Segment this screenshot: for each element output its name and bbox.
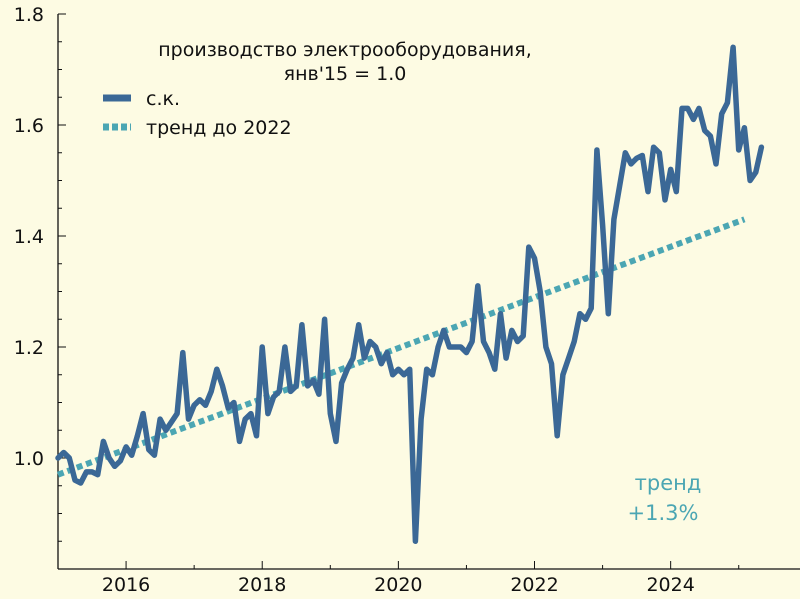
- y-tick-label: 1.0: [14, 448, 44, 470]
- x-tick-label: 2018: [238, 574, 286, 596]
- y-tick-labels: 1.0 1.2 1.4 1.6 1.8: [14, 4, 44, 470]
- chart-title-line1: производство электрооборудования,: [158, 39, 532, 61]
- trend-annotation-line1: тренд: [635, 471, 702, 495]
- series-trend-line: [56, 216, 746, 478]
- chart-title: производство электрооборудования, янв'15…: [158, 39, 532, 85]
- tick-marks: [57, 13, 740, 570]
- x-tick-labels: 2016 2018 2020 2022 2024: [102, 574, 695, 596]
- trend-annotation-value: +1.3%: [628, 501, 699, 525]
- x-tick-label: 2024: [646, 574, 694, 596]
- x-tick-label: 2022: [510, 574, 558, 596]
- legend: с.к. тренд до 2022: [103, 88, 292, 139]
- y-tick-label: 1.2: [14, 337, 44, 359]
- series-lines: [55, 44, 765, 545]
- series-sk-line: [55, 44, 765, 545]
- x-tick-label: 2020: [374, 574, 422, 596]
- legend-label-trend: тренд до 2022: [146, 117, 292, 139]
- y-tick-label: 1.6: [14, 115, 44, 137]
- x-tick-label: 2016: [102, 574, 150, 596]
- chart-title-line2: янв'15 = 1.0: [284, 63, 407, 85]
- y-tick-label: 1.4: [14, 226, 44, 248]
- y-tick-label: 1.8: [14, 4, 44, 26]
- trend-annotation: тренд +1.3%: [628, 471, 702, 525]
- legend-label-sk: с.к.: [146, 88, 180, 110]
